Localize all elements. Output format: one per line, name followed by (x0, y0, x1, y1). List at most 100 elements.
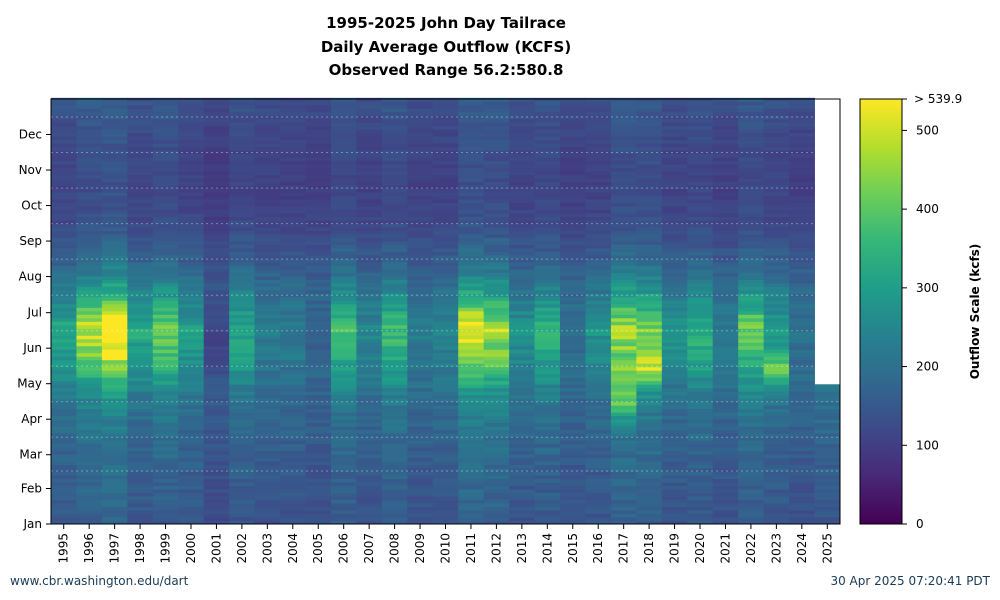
heatmap-cell (687, 206, 714, 211)
heatmap-cell (610, 433, 637, 438)
heatmap-cell (661, 356, 688, 361)
heatmap-cell (610, 370, 637, 375)
heatmap-cell (280, 422, 306, 427)
heatmap-cell (432, 496, 459, 500)
heatmap-cell (203, 269, 230, 273)
heatmap-cell (101, 482, 128, 486)
heatmap-cell (76, 328, 103, 333)
heatmap-cell (661, 296, 688, 301)
heatmap-cell (534, 517, 561, 521)
heatmap-cell (763, 485, 790, 490)
heatmap-cell (738, 220, 765, 224)
heatmap-cell (127, 248, 154, 252)
heatmap-cell (687, 174, 714, 179)
heatmap-cell (610, 132, 637, 137)
heatmap-cell (534, 101, 561, 106)
heatmap-cell (789, 513, 815, 518)
heatmap-cell (203, 363, 230, 368)
heatmap-cell (738, 464, 765, 469)
heatmap-cell (483, 241, 510, 245)
heatmap-cell (738, 433, 765, 438)
heatmap-cell (229, 258, 256, 263)
heatmap-cell (509, 349, 535, 354)
heatmap-cell (229, 510, 256, 514)
heatmap-cell (763, 496, 790, 500)
heatmap-cell (610, 115, 637, 120)
heatmap-cell (330, 258, 357, 263)
heatmap-cell (636, 517, 663, 521)
heatmap-cell (254, 234, 281, 238)
heatmap-cell (229, 331, 256, 336)
heatmap-cell (789, 206, 815, 211)
heatmap-cell (712, 220, 739, 224)
heatmap-cell (509, 352, 535, 357)
heatmap-cell (560, 269, 586, 273)
heatmap-cell (712, 363, 739, 368)
heatmap-cell (483, 157, 510, 162)
heatmap-cell (661, 101, 688, 106)
heatmap-cell (610, 384, 637, 389)
heatmap-cell (763, 457, 790, 462)
heatmap-cell (560, 310, 586, 315)
heatmap-cell (407, 230, 434, 235)
heatmap-cell (51, 391, 77, 396)
heatmap-cell (585, 136, 612, 141)
heatmap-cell (280, 338, 306, 343)
heatmap-cell (229, 251, 256, 256)
heatmap-cell (763, 265, 790, 270)
heatmap-cell (432, 111, 459, 116)
heatmap-cell (152, 377, 179, 382)
heatmap-cell (712, 461, 739, 466)
heatmap-cell (763, 97, 790, 102)
heatmap-cell (789, 359, 815, 364)
heatmap-cell (305, 223, 332, 228)
heatmap-cell (381, 279, 408, 284)
heatmap-cell (127, 97, 154, 102)
heatmap-cell (712, 289, 739, 294)
heatmap-cell (51, 457, 77, 462)
heatmap-cell (330, 153, 357, 158)
heatmap-cell (789, 296, 815, 301)
heatmap-cell (738, 450, 765, 455)
heatmap-cell (76, 237, 103, 242)
heatmap-cell (127, 220, 154, 224)
heatmap-cell (178, 241, 205, 245)
heatmap-cell (509, 412, 535, 417)
heatmap-cell (738, 223, 765, 228)
heatmap-cell (789, 436, 815, 441)
heatmap-cell (330, 262, 357, 266)
heatmap-cell (356, 164, 383, 169)
heatmap-cell (101, 436, 128, 441)
heatmap-cell (101, 132, 128, 137)
heatmap-cell (789, 216, 815, 221)
heatmap-cell (585, 132, 612, 137)
heatmap-cell (381, 363, 408, 368)
heatmap-cell (585, 101, 612, 106)
heatmap-cell (585, 220, 612, 224)
heatmap-cell (330, 373, 357, 378)
heatmap-cell (738, 513, 765, 518)
heatmap-cell (229, 171, 256, 176)
heatmap-cell (203, 401, 230, 406)
heatmap-cell (509, 216, 535, 221)
heatmap-cell (152, 356, 179, 361)
heatmap-cell (483, 146, 510, 151)
heatmap-cell (483, 485, 510, 490)
heatmap-cell (712, 342, 739, 347)
heatmap-cell (610, 468, 637, 472)
heatmap-cell (432, 506, 459, 511)
heatmap-cell (381, 405, 408, 410)
heatmap-cell (127, 296, 154, 301)
heatmap-cell (636, 324, 663, 329)
heatmap-cell (280, 335, 306, 340)
heatmap-cell (330, 370, 357, 375)
heatmap-cell (763, 258, 790, 263)
heatmap-cell (356, 328, 383, 333)
footer-url[interactable]: www.cbr.washington.edu/dart (10, 574, 189, 588)
heatmap-cell (687, 506, 714, 511)
heatmap-cell (789, 188, 815, 193)
heatmap-cell (152, 157, 179, 162)
heatmap-cell (356, 153, 383, 158)
heatmap-cell (789, 213, 815, 217)
heatmap-cell (381, 206, 408, 211)
